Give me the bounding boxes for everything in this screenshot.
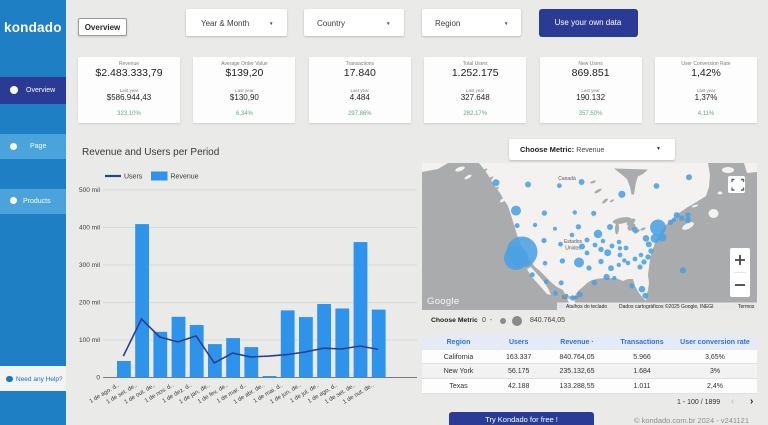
svg-text:Atalhos do teclado: Atalhos do teclado: [566, 304, 607, 310]
svg-text:0: 0: [96, 375, 100, 382]
svg-text:Revenue: Revenue: [171, 174, 199, 181]
svg-text:Termos: Termos: [738, 304, 755, 310]
svg-text:500 mil: 500 mil: [79, 187, 101, 194]
svg-text:200 mil: 200 mil: [79, 300, 101, 307]
svg-text:300 mil: 300 mil: [79, 262, 101, 269]
svg-text:Dados cartográficos ©2025 Goog: Dados cartográficos ©2025 Google, INEGI: [619, 303, 714, 310]
svg-text:Google: Google: [427, 296, 459, 307]
svg-text:Estados: Estados: [564, 239, 583, 245]
svg-text:400 mil: 400 mil: [79, 225, 101, 232]
svg-text:México: México: [562, 295, 578, 301]
svg-text:Users: Users: [124, 174, 143, 181]
svg-text:Unidos: Unidos: [565, 246, 581, 252]
svg-text:Canadá: Canadá: [558, 176, 576, 182]
svg-text:100 mil: 100 mil: [79, 337, 101, 344]
